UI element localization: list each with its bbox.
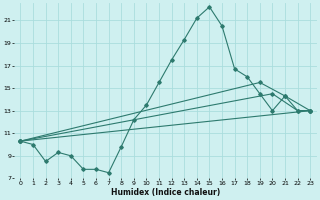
X-axis label: Humidex (Indice chaleur): Humidex (Indice chaleur) (111, 188, 220, 197)
